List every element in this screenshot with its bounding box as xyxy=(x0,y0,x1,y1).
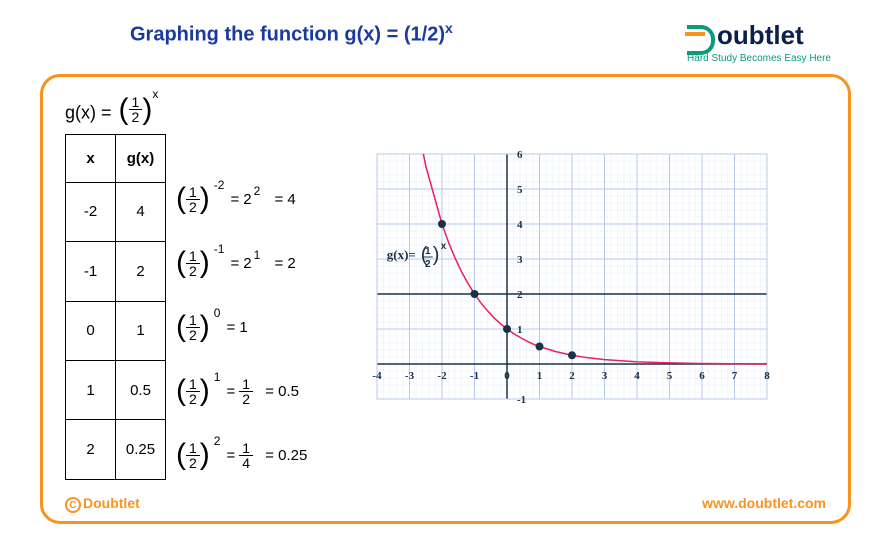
svg-text:6: 6 xyxy=(517,149,523,161)
svg-text:3: 3 xyxy=(517,254,523,266)
svg-text:2: 2 xyxy=(425,259,431,270)
svg-text:2: 2 xyxy=(517,289,523,301)
svg-text:4: 4 xyxy=(517,219,523,231)
calculations: 12-2 = 22 = 4 12-1 = 21 = 2 120 = 1 121 … xyxy=(174,134,307,480)
svg-text:3: 3 xyxy=(602,370,608,382)
calc-row: 121 = 12 = 0.5 xyxy=(174,366,307,416)
logo: oubtlet xyxy=(687,20,831,51)
calc-row: 120 = 1 xyxy=(174,302,307,352)
svg-text:1: 1 xyxy=(517,324,523,336)
tagline: Hard Study Becomes Easy Here xyxy=(687,53,831,64)
svg-text:-2: -2 xyxy=(438,370,448,382)
table-row: -24 xyxy=(66,182,166,241)
page-title: Graphing the function g(x) = (1/2)x xyxy=(130,20,453,47)
footer: CDoubtlet www.doubtlet.com xyxy=(65,495,826,513)
svg-text:-1: -1 xyxy=(517,394,526,406)
chart-svg: -4-3-2-1012345678-1123456g(x)=(12)x xyxy=(347,144,777,424)
calc-row: 122 = 14 = 0.25 xyxy=(174,430,307,480)
left-column: x g(x) -24 -12 01 10.5 20.25 12-2 = 22 =… xyxy=(65,134,307,480)
footer-url: www.doubtlet.com xyxy=(702,495,826,513)
logo-icon xyxy=(687,23,717,49)
table-header: g(x) xyxy=(116,135,166,183)
equation: g(x) = 12x xyxy=(65,95,826,124)
content-row: x g(x) -24 -12 01 10.5 20.25 12-2 = 22 =… xyxy=(65,134,826,480)
svg-text:7: 7 xyxy=(732,370,738,382)
svg-text:-4: -4 xyxy=(373,370,383,382)
svg-text:0: 0 xyxy=(505,370,511,382)
svg-text:1: 1 xyxy=(425,246,431,257)
svg-text:): ) xyxy=(433,244,440,266)
svg-text:5: 5 xyxy=(667,370,673,382)
svg-text:-1: -1 xyxy=(470,370,479,382)
svg-text:1: 1 xyxy=(537,370,543,382)
table-row: 10.5 xyxy=(66,360,166,419)
svg-text:5: 5 xyxy=(517,184,523,196)
table-row: 01 xyxy=(66,301,166,360)
svg-text:2: 2 xyxy=(570,370,576,382)
value-table: x g(x) -24 -12 01 10.5 20.25 xyxy=(65,134,166,480)
logo-block: oubtlet Hard Study Becomes Easy Here xyxy=(687,20,831,64)
svg-text:8: 8 xyxy=(765,370,771,382)
svg-text:g(x)=: g(x)= xyxy=(387,247,416,262)
copyright: CDoubtlet xyxy=(65,495,140,513)
svg-text:6: 6 xyxy=(700,370,706,382)
copyright-icon: C xyxy=(65,497,81,513)
calc-row: 12-2 = 22 = 4 xyxy=(174,174,307,224)
chart: -4-3-2-1012345678-1123456g(x)=(12)x xyxy=(347,134,826,480)
svg-text:4: 4 xyxy=(635,370,641,382)
table-row: -12 xyxy=(66,242,166,301)
main-card: g(x) = 12x x g(x) -24 -12 01 10.5 20.25 … xyxy=(40,74,851,524)
table-row: 20.25 xyxy=(66,420,166,480)
svg-text:-3: -3 xyxy=(405,370,415,382)
table-header: x xyxy=(66,135,116,183)
table-header-row: x g(x) xyxy=(66,135,166,183)
svg-text:x: x xyxy=(441,241,447,252)
header: Graphing the function g(x) = (1/2)x oubt… xyxy=(0,0,891,74)
calc-row: 12-1 = 21 = 2 xyxy=(174,238,307,288)
